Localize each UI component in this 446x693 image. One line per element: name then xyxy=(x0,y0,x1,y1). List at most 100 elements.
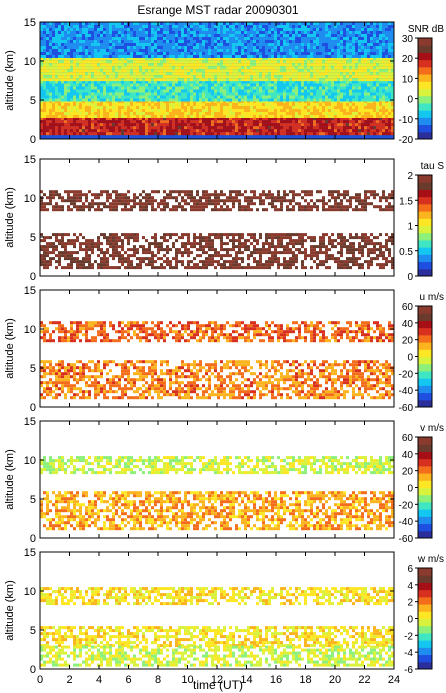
data-cell xyxy=(184,40,187,43)
data-cell xyxy=(301,22,304,25)
data-cell xyxy=(70,132,73,136)
data-cell xyxy=(316,106,319,109)
data-cell xyxy=(166,66,169,70)
data-cell xyxy=(352,69,355,73)
data-cell xyxy=(151,98,154,102)
data-cell xyxy=(388,117,391,121)
data-cell xyxy=(85,28,88,31)
data-cell xyxy=(220,120,223,124)
data-cell xyxy=(343,72,346,76)
data-cell xyxy=(346,132,349,136)
data-cell xyxy=(127,78,130,82)
data-cell xyxy=(241,120,244,124)
data-cell xyxy=(157,106,160,109)
data-cell xyxy=(196,126,199,130)
data-cell xyxy=(274,117,277,121)
data-cell xyxy=(115,123,118,127)
data-cell xyxy=(73,193,76,197)
data-cell xyxy=(79,57,82,61)
data-cell xyxy=(334,103,337,106)
data-cell xyxy=(193,98,196,102)
data-cell xyxy=(358,126,361,130)
data-cell xyxy=(64,98,67,102)
data-cell xyxy=(103,66,106,70)
data-cell xyxy=(214,208,217,212)
data-cell xyxy=(388,129,391,133)
data-cell xyxy=(280,63,283,67)
data-cell xyxy=(157,69,160,73)
data-cell xyxy=(76,86,79,90)
data-cell xyxy=(202,123,205,127)
data-cell xyxy=(298,83,301,87)
data-cell xyxy=(67,106,70,109)
data-cell xyxy=(49,25,52,28)
data-cell xyxy=(103,190,106,194)
data-cell xyxy=(196,205,199,209)
data-cell xyxy=(331,95,334,99)
data-cell xyxy=(256,98,259,102)
data-cell xyxy=(310,117,313,121)
data-cell xyxy=(64,126,67,130)
data-cell xyxy=(214,57,217,61)
data-cell xyxy=(346,106,349,109)
data-cell xyxy=(358,28,361,31)
data-cell xyxy=(283,40,286,43)
data-cell xyxy=(127,25,130,28)
data-cell xyxy=(55,34,58,37)
data-cell xyxy=(181,86,184,90)
data-cell xyxy=(58,25,61,28)
data-cell xyxy=(223,193,226,197)
data-cell xyxy=(169,60,172,64)
data-cell xyxy=(184,37,187,40)
data-cell xyxy=(244,80,247,84)
data-cell xyxy=(214,25,217,28)
data-cell xyxy=(298,126,301,130)
data-cell xyxy=(136,126,139,130)
data-cell xyxy=(238,123,241,127)
data-cell xyxy=(133,80,136,84)
data-cell xyxy=(76,190,79,194)
data-cell xyxy=(319,92,322,96)
data-cell xyxy=(67,208,70,212)
data-cell xyxy=(88,120,91,124)
data-cell xyxy=(52,49,55,52)
data-cell xyxy=(58,109,61,112)
data-cell xyxy=(229,40,232,43)
data-cell xyxy=(232,22,235,25)
data-cell xyxy=(301,132,304,136)
data-cell xyxy=(211,34,214,37)
data-cell xyxy=(277,126,280,130)
data-cell xyxy=(136,86,139,90)
data-cell xyxy=(316,132,319,136)
data-cell xyxy=(301,25,304,28)
data-cell xyxy=(334,75,337,79)
data-cell xyxy=(343,126,346,130)
data-cell xyxy=(139,63,142,67)
data-cell xyxy=(361,103,364,106)
data-cell xyxy=(244,37,247,40)
data-cell xyxy=(43,69,46,73)
data-cell xyxy=(172,49,175,52)
data-cell xyxy=(226,103,229,106)
data-cell xyxy=(259,28,262,31)
data-cell xyxy=(202,132,205,136)
data-cell xyxy=(232,52,235,55)
data-cell xyxy=(166,75,169,79)
data-cell xyxy=(166,55,169,58)
data-cell xyxy=(328,57,331,61)
data-cell xyxy=(61,89,64,93)
data-cell xyxy=(64,43,67,46)
data-cell xyxy=(157,92,160,96)
data-cell xyxy=(292,89,295,93)
data-cell xyxy=(253,69,256,73)
data-cell xyxy=(217,22,220,25)
data-cell xyxy=(343,69,346,73)
data-cell xyxy=(358,75,361,79)
data-cell xyxy=(199,75,202,79)
data-cell xyxy=(268,60,271,64)
data-cell xyxy=(70,75,73,79)
data-cell xyxy=(316,89,319,93)
data-cell xyxy=(178,49,181,52)
data-cell xyxy=(352,120,355,124)
